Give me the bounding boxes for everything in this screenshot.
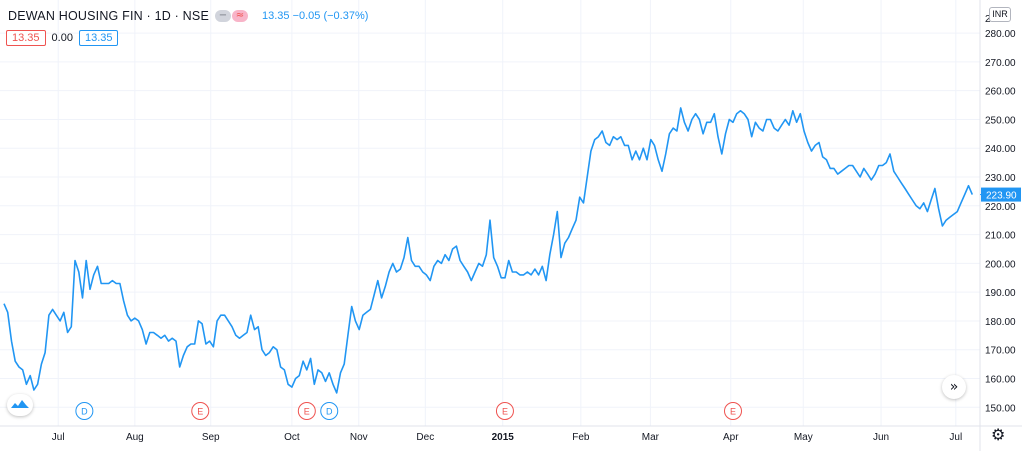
earnings-marker[interactable] [297, 402, 316, 420]
symbol-title[interactable]: DEWAN HOUSING FIN · 1D · NSE [8, 9, 209, 23]
last-price-badge [981, 187, 1021, 202]
dividend-marker[interactable] [75, 402, 94, 420]
dividend-marker-letter: D [326, 407, 333, 417]
tradingview-logo-icon[interactable] [7, 394, 33, 416]
y-tick-label: 200.00 [985, 259, 1016, 270]
buy-price-box[interactable]: 13.35 [78, 30, 119, 46]
x-tick-label: Mar [642, 432, 660, 443]
earnings-marker-letter: E [197, 407, 203, 417]
last-price-label: 223.90 [986, 191, 1017, 202]
x-tick-label: Feb [572, 432, 590, 443]
x-tick-label: Jul [52, 432, 65, 443]
earnings-marker-letter: E [502, 407, 508, 417]
y-tick-label: 150.00 [985, 403, 1016, 414]
y-tick-label: 270.00 [985, 58, 1016, 69]
minus-icon[interactable]: − [214, 10, 231, 22]
quote-change: 13.35 −0.05 (−0.37%) [261, 10, 369, 22]
ohlc-row: 13.35 0.00 13.35 [6, 30, 119, 46]
earnings-marker-letter: E [304, 407, 310, 417]
earnings-marker[interactable] [495, 402, 514, 420]
y-tick-label: 190.00 [985, 288, 1016, 299]
double-chevron-right-icon[interactable]: » [942, 375, 966, 399]
x-tick-label: May [794, 432, 813, 443]
y-tick-label: 260.00 [985, 87, 1016, 98]
x-tick-label: Sep [202, 432, 220, 443]
x-tick-label: Jun [873, 432, 889, 443]
x-tick-label: Nov [350, 432, 368, 443]
x-tick-label: Aug [126, 432, 144, 443]
price-series-line[interactable] [3, 107, 974, 394]
spread-value: 0.00 [51, 32, 73, 44]
y-tick-label: 280.00 [985, 29, 1016, 40]
gear-icon[interactable]: ⚙ [991, 425, 1006, 444]
x-tick-label: Apr [723, 432, 739, 443]
y-tick-label: 240.00 [985, 144, 1016, 155]
x-tick-label: Jul [949, 432, 962, 443]
y-tick-label: 250.00 [985, 115, 1016, 126]
y-tick-label: 170.00 [985, 346, 1016, 357]
y-tick-label: 160.00 [985, 375, 1016, 386]
x-tick-label: Oct [284, 432, 300, 443]
legend-header: DEWAN HOUSING FIN · 1D · NSE − ≈ 13.35 −… [8, 7, 368, 25]
y-tick-label: 180.00 [985, 317, 1016, 328]
x-tick-label: Dec [416, 432, 434, 443]
approx-icon[interactable]: ≈ [231, 10, 248, 22]
earnings-marker[interactable] [191, 402, 210, 420]
dividend-marker-letter: D [81, 407, 88, 417]
currency-badge[interactable]: INR [989, 7, 1011, 22]
earnings-marker-letter: E [730, 407, 736, 417]
y-tick-label: 220.00 [985, 202, 1016, 213]
earnings-marker[interactable] [724, 402, 742, 420]
y-tick-label: 210.00 [985, 231, 1016, 242]
x-tick-label: 2015 [492, 432, 515, 443]
sell-price-box[interactable]: 13.35 [6, 30, 46, 46]
y-tick-label: 230.00 [985, 173, 1016, 184]
dividend-marker[interactable] [320, 402, 339, 420]
